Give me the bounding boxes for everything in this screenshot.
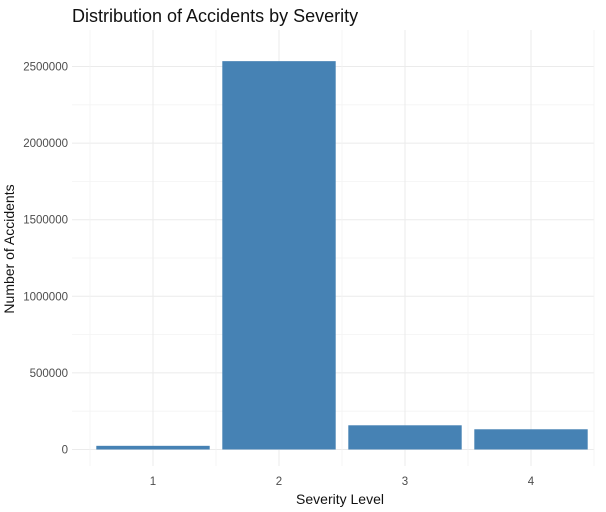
y-tick-label: 500000: [30, 368, 68, 380]
bar-severity-4: [474, 429, 588, 450]
y-tick-label: 0: [62, 445, 68, 457]
x-tick-label: 4: [528, 476, 535, 488]
y-axis-title: Number of Accidents: [1, 184, 17, 313]
x-tick-label: 1: [150, 476, 156, 488]
x-axis-ticks: 1 2 3 4: [150, 476, 535, 488]
y-tick-label: 1500000: [23, 215, 68, 227]
bar-severity-3: [348, 425, 462, 450]
x-axis-title: Severity Level: [296, 491, 384, 507]
bar-severity-1: [96, 445, 210, 450]
bar-severity-2: [222, 61, 336, 450]
bars-layer: [96, 61, 588, 450]
x-tick-label: 2: [276, 476, 282, 488]
y-tick-label: 1000000: [23, 291, 68, 303]
x-tick-label: 3: [402, 476, 408, 488]
chart-title: Distribution of Accidents by Severity: [72, 6, 358, 26]
y-axis-ticks: 0 500000 1000000 1500000 2000000 2500000: [23, 62, 68, 457]
y-tick-label: 2000000: [23, 138, 68, 150]
y-tick-label: 2500000: [23, 62, 68, 74]
